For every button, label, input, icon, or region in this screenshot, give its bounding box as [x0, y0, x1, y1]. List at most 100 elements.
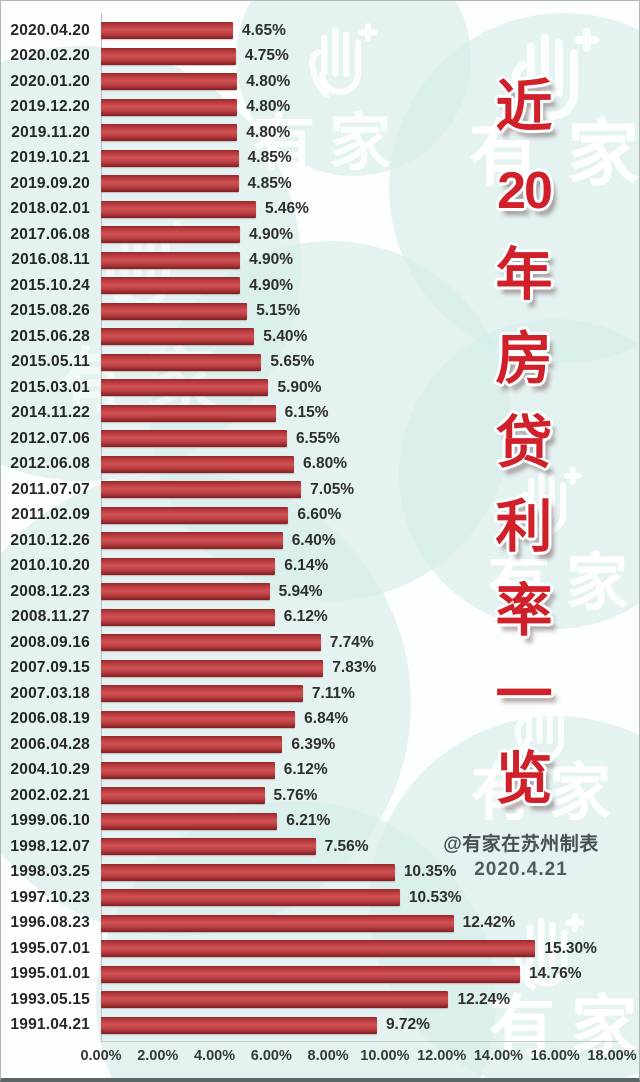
watermark-brand-text: 有家	[488, 549, 640, 618]
x-axis-tick-label: 0.00%	[80, 1048, 122, 1064]
row-date-label: 2020.02.20	[10, 47, 90, 65]
bar-row: 2016.08.11 4.90%	[1, 248, 639, 274]
row-value-label: 7.74%	[329, 633, 374, 651]
bar-track: 5.76%	[101, 783, 612, 809]
row-date-label: 2011.07.07	[11, 480, 90, 498]
bar-track: 14.76%	[101, 962, 612, 988]
row-value-label: 7.11%	[311, 684, 355, 702]
bar-track: 7.11%	[101, 681, 612, 707]
row-date-label: 2002.02.21	[10, 786, 90, 804]
title-char: 一	[495, 663, 553, 727]
attribution-author: @有家在苏州制表	[443, 834, 599, 855]
title-char: 房	[495, 327, 553, 391]
row-value-label: 4.75%	[244, 47, 289, 65]
bar-track: 6.39%	[101, 732, 612, 758]
bar-track: 4.80%	[101, 95, 612, 121]
bar-row: 2012.06.08 6.80%	[1, 452, 639, 478]
bar	[101, 557, 276, 575]
bar-row: 2007.03.18 7.11%	[1, 681, 639, 707]
row-value-label: 5.94%	[278, 582, 323, 600]
bar	[101, 889, 400, 907]
row-date-label: 2012.07.06	[10, 429, 90, 447]
title-char: 利	[495, 495, 553, 559]
bar-track: 4.90%	[101, 248, 612, 274]
row-date-label: 2019.10.21	[10, 149, 90, 167]
attribution: @有家在苏州制表 2020.4.21	[431, 832, 611, 883]
bar	[101, 914, 454, 932]
bar-row: 2020.04.20 4.65%	[1, 18, 639, 44]
bar	[101, 353, 262, 371]
bar	[101, 200, 256, 218]
bar	[101, 47, 236, 65]
bar-row: 1997.10.23 10.53%	[1, 885, 639, 911]
row-value-label: 6.15%	[284, 404, 329, 422]
row-value-label: 6.40%	[291, 531, 336, 549]
bar	[101, 328, 255, 346]
row-value-label: 7.83%	[332, 659, 377, 677]
watermark-brand-text: 有家	[469, 115, 639, 195]
bar-track: 6.80%	[101, 452, 612, 478]
bar-row: 1995.07.01 15.30%	[1, 936, 639, 962]
row-value-label: 12.42%	[462, 914, 516, 932]
bar-track: 7.74%	[101, 630, 612, 656]
bar	[101, 277, 241, 295]
row-value-label: 5.65%	[270, 353, 315, 371]
x-axis-tick-label: 18.00%	[587, 1048, 637, 1064]
row-date-label: 1997.10.23	[10, 888, 90, 906]
bar-row: 2014.11.22 6.15%	[1, 401, 639, 427]
bar-track: 6.40%	[101, 528, 612, 554]
bar-row: 2020.02.20 4.75%	[1, 44, 639, 70]
row-date-label: 2008.12.23	[10, 582, 90, 600]
bar-row: 2019.10.21 4.85%	[1, 146, 639, 172]
watermark-brand-text: 有家	[471, 759, 628, 828]
bar-row: 2011.07.07 7.05%	[1, 477, 639, 503]
bar-row: 2019.09.20 4.85%	[1, 171, 639, 197]
bar	[101, 506, 289, 524]
y-axis-line	[101, 13, 102, 1041]
bar-track: 12.42%	[101, 911, 612, 937]
watermark-brand-text: 有家	[489, 989, 640, 1063]
bar-track: 5.46%	[101, 197, 612, 223]
bar-row: 1998.03.25 10.35%	[1, 860, 639, 886]
x-axis-tick-label: 10.00%	[360, 1048, 410, 1064]
bar	[101, 455, 295, 473]
row-value-label: 5.76%	[273, 786, 318, 804]
x-axis-tick-label: 14.00%	[473, 1048, 524, 1064]
row-date-label: 2017.06.08	[10, 225, 90, 243]
bar	[101, 98, 238, 116]
bar-track: 4.80%	[101, 120, 612, 146]
bar	[101, 73, 238, 91]
bar-track: 5.65%	[101, 350, 612, 376]
bar	[101, 22, 233, 40]
bar-row: 2015.03.01 5.90%	[1, 375, 639, 401]
bar-row: 2006.08.19 6.84%	[1, 707, 639, 733]
row-date-label: 2020.04.20	[10, 21, 90, 39]
bar	[101, 685, 303, 703]
title-char: 年	[495, 243, 553, 307]
bar	[101, 251, 241, 269]
bar-track: 15.30%	[101, 936, 612, 962]
bar-row: 2019.12.20 4.80%	[1, 95, 639, 121]
bar	[101, 149, 239, 167]
bar	[101, 634, 321, 652]
bar-row: 2019.11.20 4.80%	[1, 120, 639, 146]
bar-track: 4.65%	[101, 18, 612, 44]
bar-row: 2010.12.26 6.40%	[1, 528, 639, 554]
row-value-label: 6.80%	[303, 455, 347, 473]
x-axis-tick-label: 4.00%	[193, 1048, 236, 1064]
row-value-label: 4.85%	[247, 174, 292, 192]
row-date-label: 1995.07.01	[10, 939, 90, 957]
watermark-brand-text: 有家	[253, 109, 406, 178]
row-date-label: 2007.03.18	[10, 684, 90, 702]
bar	[101, 583, 270, 601]
bar	[101, 302, 248, 320]
bar	[101, 863, 395, 881]
row-value-label: 12.24%	[457, 990, 511, 1008]
bar-track: 7.56%	[101, 834, 612, 860]
row-date-label: 2015.10.24	[10, 276, 90, 294]
bar-rows: 2020.04.20 4.65% 2020.02.20 4.75% 2020.0…	[1, 18, 639, 1038]
row-value-label: 4.80%	[246, 98, 291, 116]
bar-track: 7.83%	[101, 656, 612, 682]
row-date-label: 1998.03.25	[10, 863, 90, 881]
